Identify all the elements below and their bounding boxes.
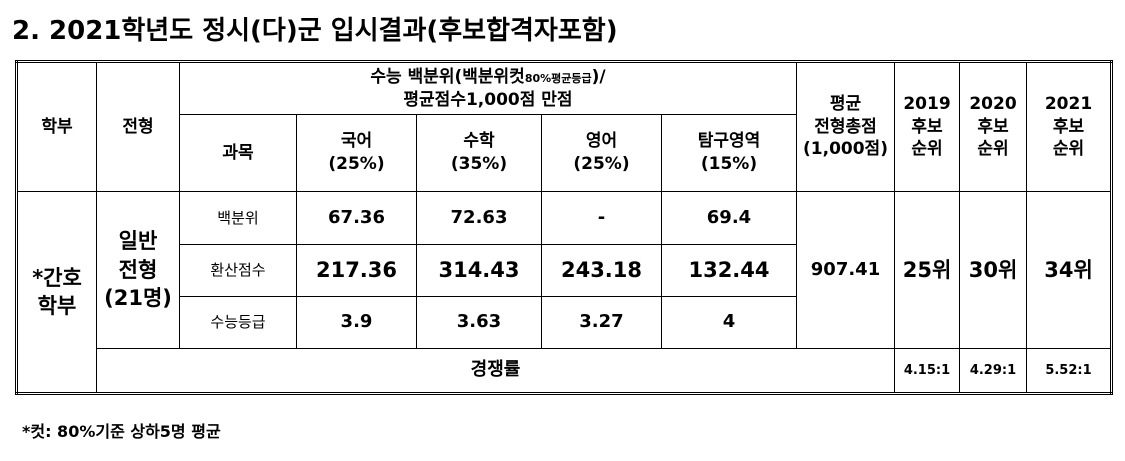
cell-line: (21명) xyxy=(104,286,172,311)
subject-header: 영어 (25%) xyxy=(541,114,662,192)
group-small: 80%평균등급 xyxy=(524,71,592,85)
result-table: 학부 전형 수능 백분위(백분위컷80%평균등급)/ 평균점수1,000점 만점… xyxy=(15,60,1113,395)
cell-line: 전형 xyxy=(118,257,158,282)
competition-ratio: 4.29:1 xyxy=(959,348,1027,394)
cell-value: 3.27 xyxy=(541,296,662,349)
row-label: 환산점수 xyxy=(179,244,297,297)
year-header: 2021 후보 순위 xyxy=(1026,61,1112,192)
year-header: 2020 후보 순위 xyxy=(959,61,1027,192)
title: 2. 2021학년도 정시(다)군 입시결과(후보합격자포함) xyxy=(12,16,618,46)
average-total: 907.41 xyxy=(796,191,895,349)
row-label: 수능등급 xyxy=(179,296,297,349)
group-text: 수능 백분위(백분위컷 xyxy=(370,66,525,87)
cell-value: 69.4 xyxy=(661,191,797,245)
track-header: 전형 xyxy=(96,61,180,192)
data-row: 환산점수 217.36 314.43 243.18 132.44 xyxy=(17,244,1112,297)
cell-line: 탐구영역 xyxy=(697,131,761,152)
cell-line: 학부 xyxy=(37,294,77,318)
dept-header: 학부 xyxy=(16,61,97,192)
cell-line: *간호 xyxy=(32,265,82,290)
cell-value: - xyxy=(541,191,662,245)
cell-line: 전형총점 xyxy=(814,116,877,137)
competition-ratio: 4.15:1 xyxy=(894,348,960,394)
cell-line: 평균 xyxy=(829,93,862,114)
row-label: 백분위 xyxy=(179,191,297,245)
cell-line: 후보 xyxy=(977,116,1009,137)
cell-line: 순위 xyxy=(911,139,943,160)
cell-line: 수학 xyxy=(463,131,495,152)
competition-row: 경쟁률 4.15:1 4.29:1 5.52:1 xyxy=(17,348,1112,394)
subject-row: 과목 국어 (25%) 수학 (35%) 영어 (25%) 탐구영역 (15%) xyxy=(17,114,1112,192)
cell-line: (25%) xyxy=(328,154,385,174)
cell-line: 일반 xyxy=(118,229,158,254)
subject-header: 수학 (35%) xyxy=(416,114,542,192)
group-line: 평균점수1,000점 만점 xyxy=(403,89,573,110)
cell-line: 영어 xyxy=(585,131,618,152)
rank: 30위 xyxy=(959,191,1027,349)
cell-value: 4 xyxy=(661,296,797,349)
cell-line: 2020 xyxy=(969,93,1017,114)
cell-value: 3.9 xyxy=(296,296,417,349)
cell-line: (1,000점) xyxy=(803,139,888,160)
average-header: 평균 전형총점 (1,000점) xyxy=(796,61,895,192)
cell-line: (15%) xyxy=(700,154,758,174)
competition-ratio: 5.52:1 xyxy=(1026,348,1112,394)
cell-line: (35%) xyxy=(450,154,508,174)
cell-line: 국어 xyxy=(340,131,373,152)
competition-label: 경쟁률 xyxy=(96,348,895,394)
cell-value: 314.43 xyxy=(416,244,542,297)
subject-header: 국어 (25%) xyxy=(296,114,417,192)
cell-value: 132.44 xyxy=(661,244,797,297)
data-row: 수능등급 3.9 3.63 3.27 4 xyxy=(17,296,1112,349)
cell-value: 72.63 xyxy=(416,191,542,245)
cell-value: 3.63 xyxy=(416,296,542,349)
subject-header: 과목 xyxy=(179,114,297,192)
footnote: *컷: 80%기준 상하5명 평균 xyxy=(22,422,221,441)
cell-line: 후보 xyxy=(911,116,943,137)
cell-line: 순위 xyxy=(1052,139,1085,160)
cell-value: 217.36 xyxy=(296,244,417,297)
rank: 34위 xyxy=(1026,191,1112,349)
cell-line: 순위 xyxy=(977,139,1009,160)
cell-line: (25%) xyxy=(573,154,630,174)
cell-line: 2021 xyxy=(1044,93,1093,114)
subject-header: 탐구영역 (15%) xyxy=(661,114,797,192)
cell-value: 67.36 xyxy=(296,191,417,245)
rank: 25위 xyxy=(894,191,960,349)
group-header: 수능 백분위(백분위컷80%평균등급)/ 평균점수1,000점 만점 xyxy=(179,61,797,115)
cell-line: 2019 xyxy=(903,93,951,114)
group-text: )/ xyxy=(591,66,606,87)
header-row: 학부 전형 수능 백분위(백분위컷80%평균등급)/ 평균점수1,000점 만점… xyxy=(16,61,1112,192)
year-header: 2019 후보 순위 xyxy=(894,61,960,192)
cell-line: 후보 xyxy=(1052,116,1085,137)
cell-value: 243.18 xyxy=(541,244,662,297)
group-line: 수능 백분위(백분위컷80%평균등급)/ xyxy=(180,66,796,89)
